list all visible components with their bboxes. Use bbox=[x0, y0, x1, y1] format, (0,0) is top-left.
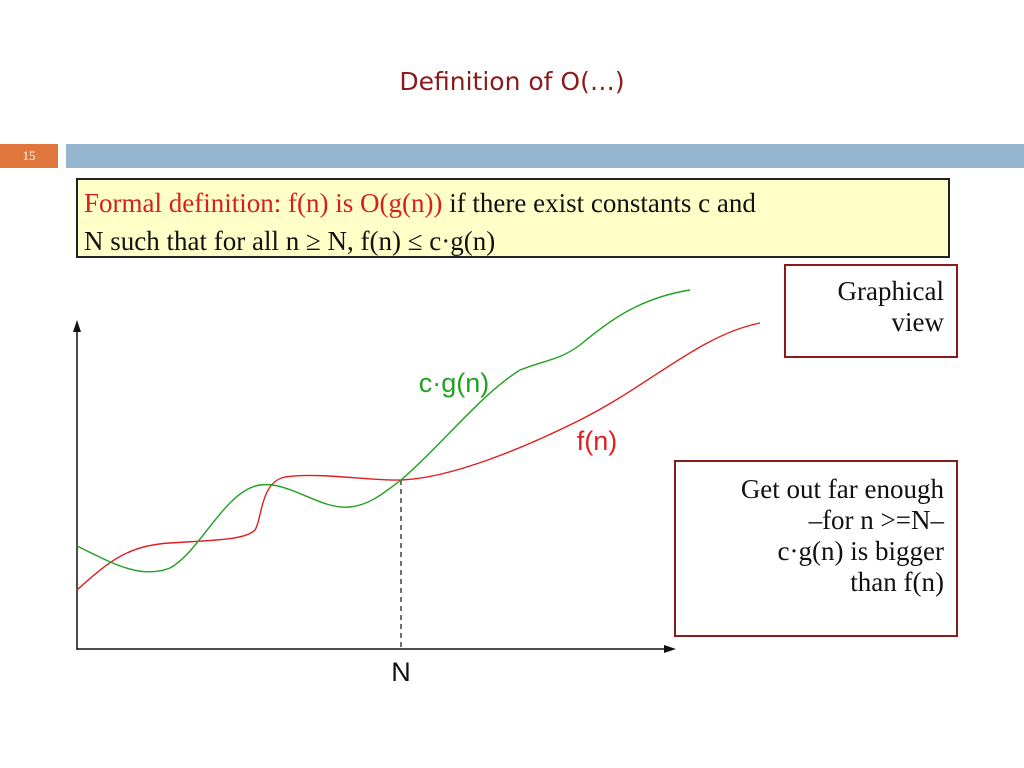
graphical-view-callout: Graphical view bbox=[784, 264, 958, 358]
callout-line: c·g(n) is bigger bbox=[777, 536, 944, 566]
explanation-callout: Get out far enough –for n >=N– c·g(n) is… bbox=[674, 460, 958, 637]
callout-line: Get out far enough bbox=[740, 474, 944, 504]
definition-box: Formal definition: f(n) is O(g(n)) if th… bbox=[76, 178, 950, 258]
f-curve-label: f(n) bbox=[577, 426, 618, 456]
definition-rest: if there exist constants c and bbox=[442, 188, 756, 218]
callout-line: view bbox=[891, 307, 944, 337]
cg-curve bbox=[76, 289, 691, 573]
callout-line: Graphical bbox=[837, 276, 944, 306]
callout-line: than f(n) bbox=[850, 567, 944, 597]
header-bar bbox=[66, 144, 1024, 168]
f-curve bbox=[76, 322, 761, 591]
definition-line-2: N such that for all n ≥ N, f(n) ≤ c·g(n) bbox=[84, 226, 496, 256]
y-axis-arrow bbox=[73, 320, 81, 332]
x-axis-arrow bbox=[664, 645, 676, 653]
slide-title: Definition of O(…) bbox=[399, 67, 625, 96]
slide-number: 15 bbox=[0, 144, 58, 168]
callout-line: –for n >=N– bbox=[808, 505, 944, 535]
cg-curve-label: c·g(n) bbox=[419, 368, 490, 398]
definition-lead: Formal definition: f(n) is O(g(n)) bbox=[84, 188, 443, 218]
n-marker-label: N bbox=[391, 657, 411, 687]
